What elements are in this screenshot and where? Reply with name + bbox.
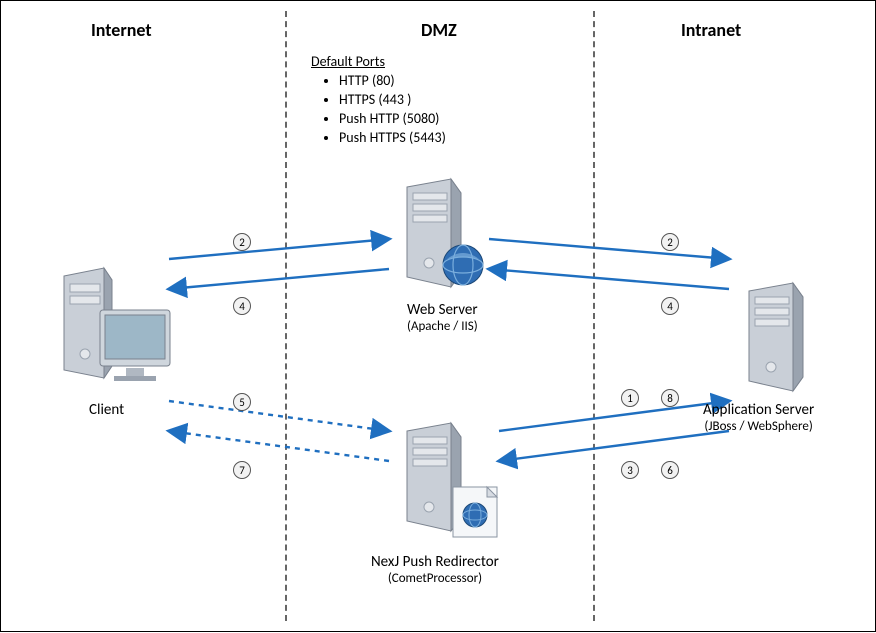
client-label-text: Client [89,401,124,419]
web-server-icon [399,177,499,302]
client-label: Client [89,401,124,419]
step-badge-7: 7 [233,461,251,479]
step-badge-1: 1 [621,389,639,407]
pushredir-sublabel: (CometProcessor) [371,571,499,586]
edge-2-left [169,239,389,259]
edge-5 [169,401,389,431]
appserver-label-text: Application Server [703,401,814,419]
webserver-label-text: Web Server [407,301,478,319]
pushredir-label-text: NexJ Push Redirector [371,553,499,571]
network-diagram-canvas: Internet DMZ Intranet Default Ports HTTP… [0,0,876,632]
appserver-sublabel: (JBoss / WebSphere) [703,419,814,434]
step-badge-2b: 2 [661,233,679,251]
edge-7 [169,431,389,461]
edge-4-left [169,269,389,289]
webserver-label: Web Server (Apache / IIS) [407,301,478,334]
push-redirector-icon [399,421,509,556]
edge-4-right [489,269,729,289]
app-server-icon [741,281,831,406]
client-icon [56,266,176,401]
step-badge-6: 6 [661,461,679,479]
step-badge-4b: 4 [661,297,679,315]
pushredir-label: NexJ Push Redirector (CometProcessor) [371,553,499,586]
step-badge-2a: 2 [233,233,251,251]
edge-3-6 [499,431,729,461]
step-badge-3: 3 [621,461,639,479]
webserver-sublabel: (Apache / IIS) [407,319,478,334]
step-badge-8: 8 [661,389,679,407]
step-badge-5: 5 [233,393,251,411]
step-badge-4a: 4 [233,297,251,315]
edge-1-8 [499,401,729,431]
appserver-label: Application Server (JBoss / WebSphere) [703,401,814,434]
edge-2-right [489,239,729,259]
